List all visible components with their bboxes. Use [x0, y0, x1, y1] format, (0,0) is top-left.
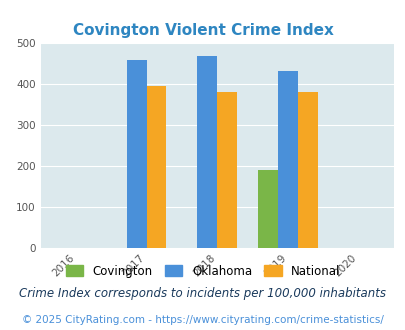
Bar	[297, 92, 317, 248]
Bar	[126, 60, 146, 248]
Bar	[197, 56, 217, 248]
Text: Crime Index corresponds to incidents per 100,000 inhabitants: Crime Index corresponds to incidents per…	[19, 287, 386, 300]
Bar	[217, 92, 237, 248]
Bar	[146, 86, 166, 248]
Bar	[258, 170, 277, 248]
Legend: Covington, Oklahoma, National: Covington, Oklahoma, National	[61, 260, 344, 282]
Text: © 2025 CityRating.com - https://www.cityrating.com/crime-statistics/: © 2025 CityRating.com - https://www.city…	[22, 315, 383, 325]
Bar	[277, 71, 297, 248]
Text: Covington Violent Crime Index: Covington Violent Crime Index	[72, 23, 333, 38]
